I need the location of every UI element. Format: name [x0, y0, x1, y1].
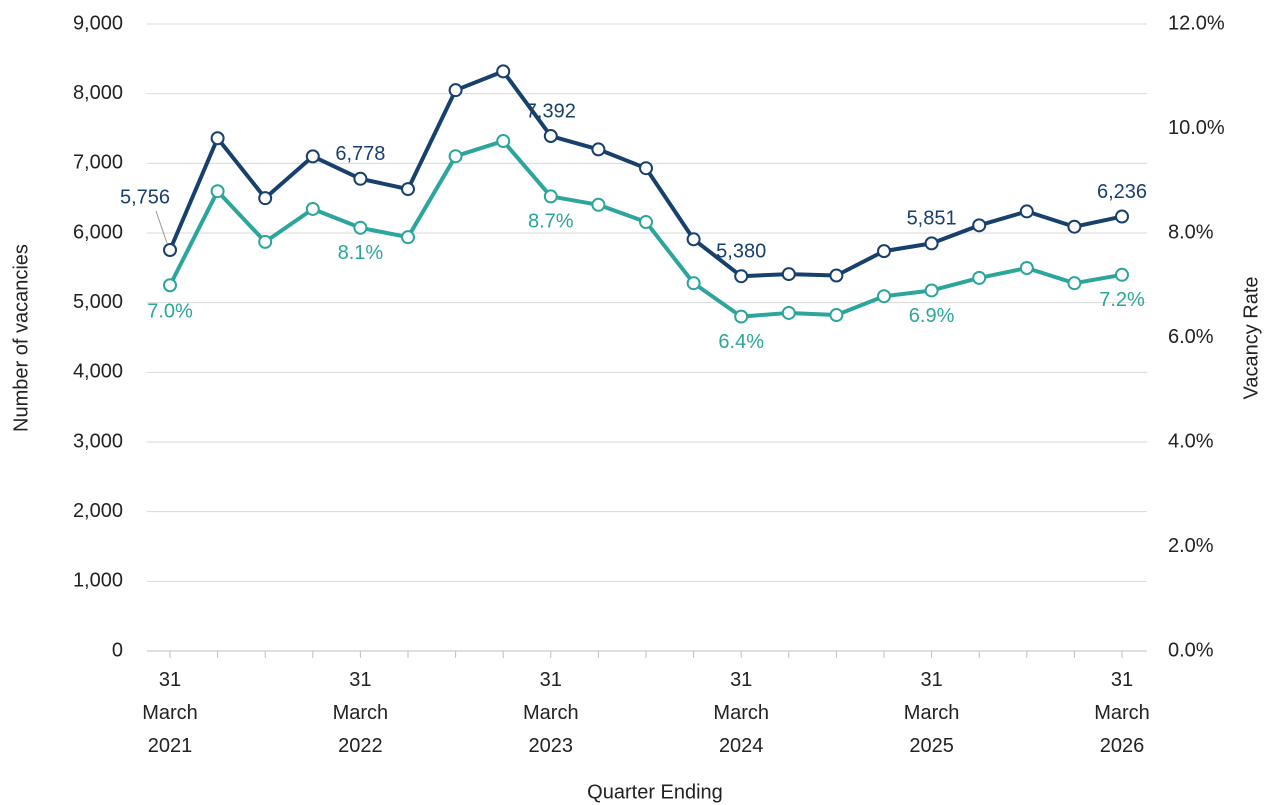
marker: [305, 201, 320, 216]
marker: [591, 197, 606, 212]
data-label: 8.1%: [338, 242, 384, 264]
x-tick-label: 31 March 2025: [904, 669, 960, 757]
marker: [401, 230, 415, 245]
marker: [972, 270, 987, 285]
data-label: 5,851: [907, 208, 957, 230]
data-label: 6.9%: [909, 305, 955, 327]
y-tick-label: 4,000: [73, 361, 123, 383]
marker: [210, 131, 225, 146]
marker: [734, 309, 749, 324]
marker: [1067, 276, 1082, 291]
marker: [163, 242, 177, 257]
y2-axis-title: Vacancy Rate: [1240, 276, 1262, 399]
y-tick-label: 2,000: [73, 500, 123, 522]
y-tick-label: 9,000: [73, 12, 123, 34]
marker: [781, 267, 796, 282]
data-label: 6.4%: [718, 331, 764, 353]
x-tick-label: 31 March 2022: [333, 669, 389, 757]
x-tick-label: 31 March 2023: [523, 669, 579, 757]
data-label: 6,778: [335, 143, 385, 165]
marker: [353, 220, 368, 235]
data-label: 5,380: [716, 240, 766, 262]
marker: [496, 134, 511, 149]
x-tick-label: 31 March 2021: [142, 669, 198, 757]
y-tick-label: 7,000: [73, 152, 123, 174]
marker: [401, 182, 415, 197]
data-label: 6,236: [1097, 181, 1147, 203]
marker: [353, 171, 368, 186]
y2-tick-label: 4.0%: [1168, 430, 1214, 452]
data-label: 8.7%: [528, 211, 574, 233]
y-tick-label: 3,000: [73, 430, 123, 452]
marker: [258, 191, 273, 206]
data-label: 7.2%: [1099, 289, 1145, 311]
y2-tick-label: 8.0%: [1168, 221, 1214, 243]
data-label: 5,756: [120, 186, 170, 208]
marker: [448, 83, 463, 98]
y-tick-label: 1,000: [73, 570, 123, 592]
marker: [924, 283, 939, 298]
marker: [829, 268, 844, 283]
y2-tick-label: 10.0%: [1168, 117, 1225, 139]
marker: [877, 244, 891, 259]
x-tick-label: 31 March 2024: [713, 669, 769, 757]
marker: [924, 236, 939, 251]
marker: [781, 305, 796, 320]
marker: [877, 289, 891, 304]
data-label: 7.0%: [147, 301, 193, 323]
marker: [210, 184, 225, 199]
marker: [496, 64, 511, 79]
x-tick-label: 31 March 2026: [1094, 669, 1150, 757]
y-tick-label: 6,000: [73, 221, 123, 243]
marker: [686, 232, 701, 247]
y-tick-label: 5,000: [73, 291, 123, 313]
y2-tick-label: 6.0%: [1168, 326, 1214, 348]
marker: [1115, 267, 1129, 282]
leader-line: [155, 210, 168, 244]
marker: [1067, 219, 1082, 234]
y2-tick-label: 2.0%: [1168, 535, 1214, 557]
y-axis-title: Number of vacancies: [10, 244, 32, 432]
data-label: 7,392: [526, 100, 576, 122]
marker: [543, 189, 558, 204]
marker: [448, 149, 463, 164]
marker: [1019, 261, 1034, 276]
x-axis-title: Quarter Ending: [587, 781, 723, 803]
marker: [591, 142, 606, 157]
y-tick-label: 8,000: [73, 82, 123, 104]
marker: [972, 218, 987, 233]
marker: [163, 278, 177, 293]
marker: [686, 276, 701, 291]
y-tick-label: 0: [112, 639, 123, 661]
marker: [305, 149, 320, 164]
y2-tick-label: 12.0%: [1168, 12, 1225, 34]
marker: [1115, 209, 1129, 224]
marker: [734, 269, 749, 284]
marker: [829, 308, 844, 323]
marker: [639, 215, 653, 230]
marker: [258, 234, 273, 249]
marker: [639, 161, 653, 176]
y2-tick-label: 0.0%: [1168, 639, 1214, 661]
marker: [1019, 204, 1034, 219]
marker: [543, 129, 558, 144]
